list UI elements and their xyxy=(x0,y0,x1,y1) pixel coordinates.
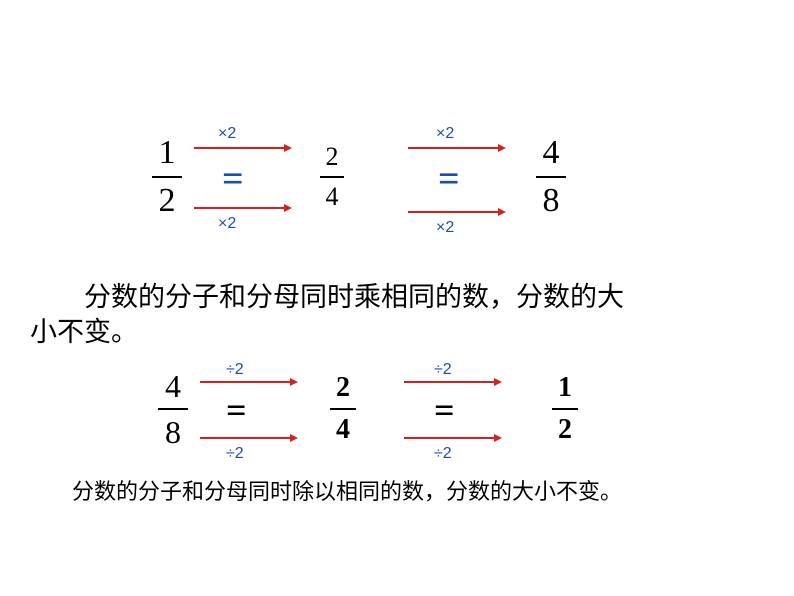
row1-top2-label: ×2 xyxy=(436,126,454,142)
fraction-bar xyxy=(158,408,188,410)
row1-frac2-num: 2 xyxy=(326,144,339,170)
row2-equals-2: = xyxy=(434,392,455,428)
fraction-bar xyxy=(536,176,566,178)
explanation-text-1: 分数的分子和分母同时乘相同的数，分数的大 小不变。 xyxy=(30,280,624,350)
fraction-bar xyxy=(330,408,356,410)
row1-bot2-label: ×2 xyxy=(436,220,454,236)
row2-equals-1: = xyxy=(226,392,247,428)
row2-bot2-label: ÷2 xyxy=(434,446,452,462)
row2-fraction-1: 4 8 xyxy=(158,370,188,448)
row2-frac3-num: 1 xyxy=(558,374,572,402)
row1-frac3-num: 4 xyxy=(543,136,560,170)
row1-equals-2: = xyxy=(438,160,460,198)
fraction-bar xyxy=(320,176,344,178)
fraction-bar xyxy=(152,176,182,178)
row1-top1-label: ×2 xyxy=(218,126,236,142)
row2-top2-label: ÷2 xyxy=(434,362,452,378)
row2-fraction-3: 1 2 xyxy=(552,374,578,444)
explanation-text-2: 分数的分子和分母同时除以相同的数，分数的大小不变。 xyxy=(72,478,622,507)
row1-fraction-2: 2 4 xyxy=(320,144,344,210)
row2-frac3-den: 2 xyxy=(558,416,572,444)
row2-frac2-num: 2 xyxy=(336,374,350,402)
row1-frac1-num: 1 xyxy=(159,136,176,170)
row2-frac1-den: 8 xyxy=(165,416,181,448)
row2-frac2-den: 4 xyxy=(336,416,350,444)
row1-fraction-3: 4 8 xyxy=(536,136,566,218)
diagram-canvas: { "colors": { "black": "#000000", "blue"… xyxy=(0,0,794,596)
text1-line1: 分数的分子和分母同时乘相同的数，分数的大 xyxy=(30,280,624,315)
fraction-bar xyxy=(552,408,578,410)
row2-frac1-num: 4 xyxy=(165,370,181,402)
row1-frac1-den: 2 xyxy=(159,184,176,218)
row1-bot1-label: ×2 xyxy=(218,216,236,232)
row1-frac2-den: 4 xyxy=(326,184,339,210)
row2-bot1-label: ÷2 xyxy=(226,446,244,462)
row2-fraction-2: 2 4 xyxy=(330,374,356,444)
row1-equals-1: = xyxy=(222,160,244,198)
row1-frac3-den: 8 xyxy=(543,184,560,218)
text1-line2: 小不变。 xyxy=(30,315,624,350)
row2-top1-label: ÷2 xyxy=(226,362,244,378)
row1-fraction-1: 1 2 xyxy=(152,136,182,218)
